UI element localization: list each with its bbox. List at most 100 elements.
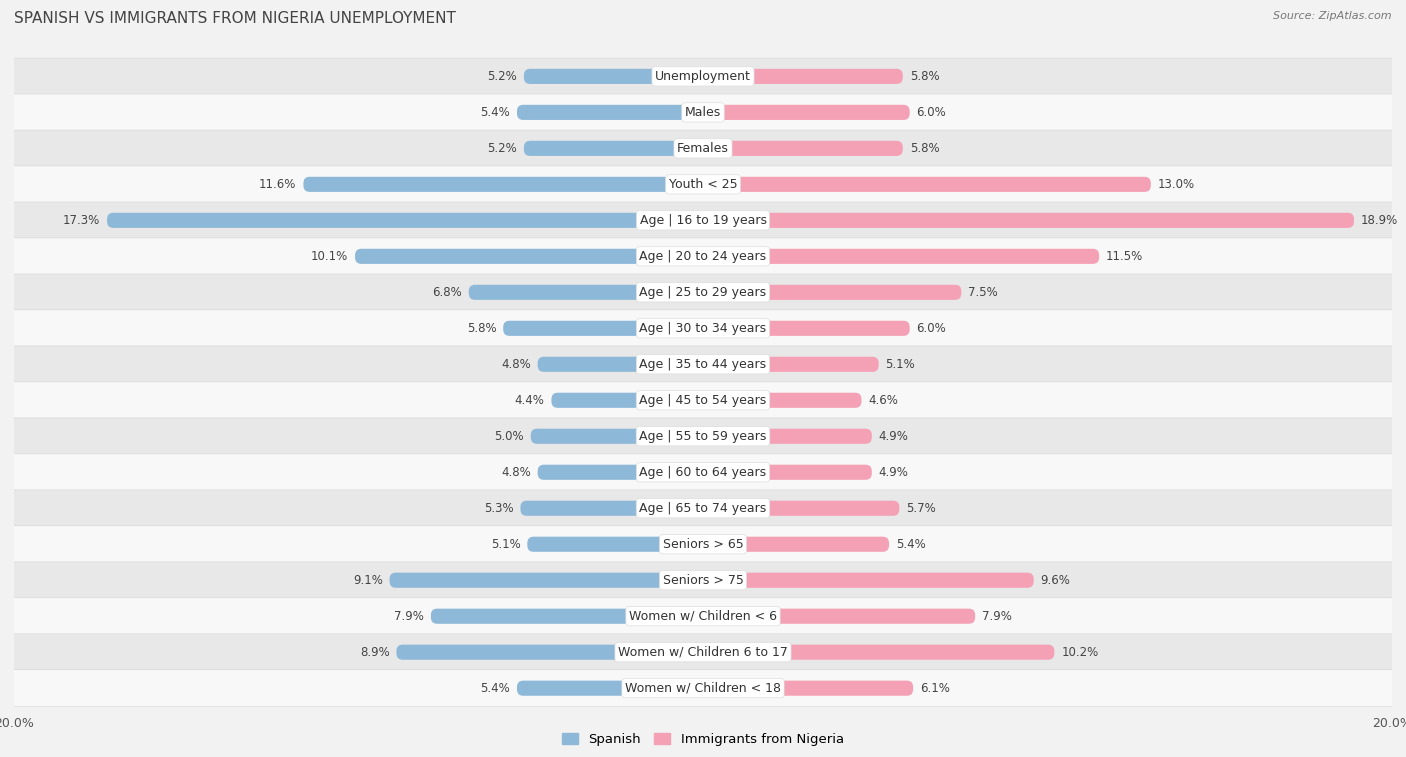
Text: 5.8%: 5.8% <box>910 70 939 83</box>
Text: 7.9%: 7.9% <box>394 609 425 623</box>
FancyBboxPatch shape <box>703 321 910 336</box>
FancyBboxPatch shape <box>537 357 703 372</box>
Text: 11.6%: 11.6% <box>259 178 297 191</box>
Text: 13.0%: 13.0% <box>1157 178 1195 191</box>
Text: 6.8%: 6.8% <box>432 286 461 299</box>
FancyBboxPatch shape <box>703 645 1054 660</box>
FancyBboxPatch shape <box>304 177 703 192</box>
FancyBboxPatch shape <box>551 393 703 408</box>
FancyBboxPatch shape <box>517 681 703 696</box>
FancyBboxPatch shape <box>14 454 1392 491</box>
Text: SPANISH VS IMMIGRANTS FROM NIGERIA UNEMPLOYMENT: SPANISH VS IMMIGRANTS FROM NIGERIA UNEMP… <box>14 11 456 26</box>
Text: Unemployment: Unemployment <box>655 70 751 83</box>
FancyBboxPatch shape <box>14 274 1392 310</box>
Text: 17.3%: 17.3% <box>63 213 100 227</box>
FancyBboxPatch shape <box>524 141 703 156</box>
Text: 5.2%: 5.2% <box>488 70 517 83</box>
Text: Seniors > 75: Seniors > 75 <box>662 574 744 587</box>
Text: 5.3%: 5.3% <box>484 502 513 515</box>
Text: Women w/ Children < 6: Women w/ Children < 6 <box>628 609 778 623</box>
FancyBboxPatch shape <box>524 69 703 84</box>
Text: 4.6%: 4.6% <box>869 394 898 407</box>
Text: Age | 16 to 19 years: Age | 16 to 19 years <box>640 213 766 227</box>
Text: 5.0%: 5.0% <box>495 430 524 443</box>
Text: Age | 25 to 29 years: Age | 25 to 29 years <box>640 286 766 299</box>
Text: Youth < 25: Youth < 25 <box>669 178 737 191</box>
Text: 4.8%: 4.8% <box>501 358 531 371</box>
FancyBboxPatch shape <box>517 104 703 120</box>
Text: 5.8%: 5.8% <box>910 142 939 155</box>
Text: 4.8%: 4.8% <box>501 466 531 478</box>
Text: 9.6%: 9.6% <box>1040 574 1070 587</box>
FancyBboxPatch shape <box>14 382 1392 419</box>
FancyBboxPatch shape <box>14 634 1392 671</box>
Text: 7.9%: 7.9% <box>981 609 1012 623</box>
Text: 5.4%: 5.4% <box>481 106 510 119</box>
Legend: Spanish, Immigrants from Nigeria: Spanish, Immigrants from Nigeria <box>557 727 849 751</box>
FancyBboxPatch shape <box>703 249 1099 264</box>
FancyBboxPatch shape <box>703 104 910 120</box>
FancyBboxPatch shape <box>703 69 903 84</box>
Text: 5.1%: 5.1% <box>491 537 520 551</box>
FancyBboxPatch shape <box>396 645 703 660</box>
Text: Females: Females <box>678 142 728 155</box>
FancyBboxPatch shape <box>14 562 1392 599</box>
Text: 5.8%: 5.8% <box>467 322 496 335</box>
FancyBboxPatch shape <box>703 681 912 696</box>
FancyBboxPatch shape <box>703 500 900 516</box>
FancyBboxPatch shape <box>703 285 962 300</box>
FancyBboxPatch shape <box>107 213 703 228</box>
FancyBboxPatch shape <box>389 572 703 587</box>
FancyBboxPatch shape <box>703 428 872 444</box>
FancyBboxPatch shape <box>14 346 1392 382</box>
FancyBboxPatch shape <box>430 609 703 624</box>
FancyBboxPatch shape <box>14 418 1392 455</box>
FancyBboxPatch shape <box>14 670 1392 706</box>
FancyBboxPatch shape <box>14 94 1392 131</box>
FancyBboxPatch shape <box>703 609 976 624</box>
Text: Age | 35 to 44 years: Age | 35 to 44 years <box>640 358 766 371</box>
FancyBboxPatch shape <box>703 393 862 408</box>
FancyBboxPatch shape <box>537 465 703 480</box>
Text: 8.9%: 8.9% <box>360 646 389 659</box>
Text: 9.1%: 9.1% <box>353 574 382 587</box>
Text: Age | 55 to 59 years: Age | 55 to 59 years <box>640 430 766 443</box>
FancyBboxPatch shape <box>356 249 703 264</box>
FancyBboxPatch shape <box>14 202 1392 238</box>
Text: Women w/ Children 6 to 17: Women w/ Children 6 to 17 <box>619 646 787 659</box>
Text: 5.7%: 5.7% <box>907 502 936 515</box>
Text: 10.1%: 10.1% <box>311 250 349 263</box>
FancyBboxPatch shape <box>703 572 1033 587</box>
FancyBboxPatch shape <box>14 58 1392 95</box>
Text: Seniors > 65: Seniors > 65 <box>662 537 744 551</box>
FancyBboxPatch shape <box>531 428 703 444</box>
FancyBboxPatch shape <box>14 310 1392 347</box>
FancyBboxPatch shape <box>14 490 1392 527</box>
FancyBboxPatch shape <box>703 357 879 372</box>
Text: 11.5%: 11.5% <box>1107 250 1143 263</box>
Text: 5.1%: 5.1% <box>886 358 915 371</box>
Text: Males: Males <box>685 106 721 119</box>
Text: 6.0%: 6.0% <box>917 322 946 335</box>
Text: 4.9%: 4.9% <box>879 430 908 443</box>
FancyBboxPatch shape <box>703 537 889 552</box>
FancyBboxPatch shape <box>527 537 703 552</box>
Text: 5.2%: 5.2% <box>488 142 517 155</box>
Text: 7.5%: 7.5% <box>969 286 998 299</box>
FancyBboxPatch shape <box>14 166 1392 203</box>
FancyBboxPatch shape <box>703 177 1152 192</box>
Text: 4.9%: 4.9% <box>879 466 908 478</box>
FancyBboxPatch shape <box>703 141 903 156</box>
FancyBboxPatch shape <box>14 130 1392 167</box>
FancyBboxPatch shape <box>703 465 872 480</box>
FancyBboxPatch shape <box>14 598 1392 634</box>
Text: 18.9%: 18.9% <box>1361 213 1398 227</box>
Text: 4.4%: 4.4% <box>515 394 544 407</box>
Text: Women w/ Children < 18: Women w/ Children < 18 <box>626 682 780 695</box>
Text: Source: ZipAtlas.com: Source: ZipAtlas.com <box>1274 11 1392 21</box>
FancyBboxPatch shape <box>703 213 1354 228</box>
FancyBboxPatch shape <box>14 238 1392 275</box>
FancyBboxPatch shape <box>520 500 703 516</box>
Text: Age | 65 to 74 years: Age | 65 to 74 years <box>640 502 766 515</box>
Text: 6.0%: 6.0% <box>917 106 946 119</box>
